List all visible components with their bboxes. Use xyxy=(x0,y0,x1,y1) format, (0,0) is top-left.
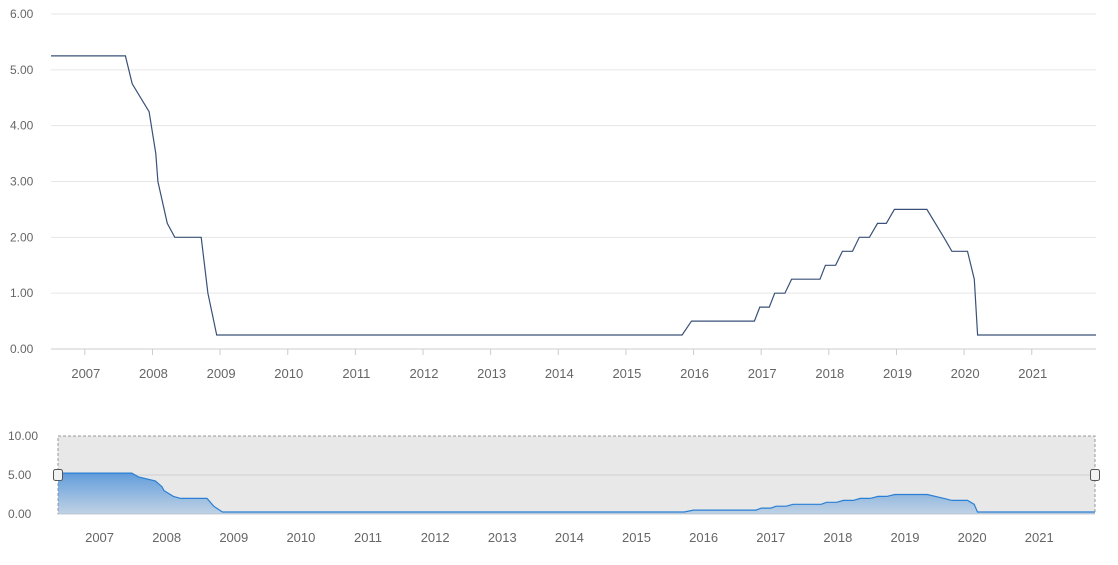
navigator-x-tick-label: 2011 xyxy=(354,530,382,545)
main-y-axis-ticks: 0.00 1.00 2.00 3.00 4.00 5.00 6.00 xyxy=(10,7,34,356)
main-x-tick-label: 2014 xyxy=(545,366,574,381)
navigator-right-handle[interactable] xyxy=(1090,469,1100,481)
series-line xyxy=(51,55,1096,336)
main-y-tick-label: 6.00 xyxy=(10,7,34,21)
main-x-tick-label: 2012 xyxy=(410,366,439,381)
main-y-tick-label: 3.00 xyxy=(10,175,34,189)
navigator-y-tick-label: 10.00 xyxy=(8,429,38,443)
main-x-tick-label: 2007 xyxy=(71,366,100,381)
main-y-tick-label: 2.00 xyxy=(10,230,34,244)
navigator-x-tick-label: 2012 xyxy=(421,530,450,545)
navigator-x-tick-label: 2020 xyxy=(958,530,987,545)
main-x-tick-label: 2015 xyxy=(612,366,641,381)
main-x-tick-label: 2019 xyxy=(883,366,912,381)
navigator-left-handle[interactable] xyxy=(53,469,63,481)
navigator-x-tick-label: 2014 xyxy=(555,530,584,545)
navigator-x-tick-label: 2016 xyxy=(689,530,718,545)
navigator-x-tick-label: 2013 xyxy=(488,530,517,545)
navigator-x-tick-label: 2015 xyxy=(622,530,651,545)
main-x-tick-label: 2008 xyxy=(139,366,168,381)
main-x-tick-label: 2016 xyxy=(680,366,709,381)
navigator-y-tick-label: 0.00 xyxy=(8,507,32,521)
main-y-tick-label: 1.00 xyxy=(10,286,34,300)
main-x-tick-label: 2017 xyxy=(748,366,777,381)
main-y-tick-label: 4.00 xyxy=(10,119,34,133)
main-x-tick-label: 2011 xyxy=(342,366,370,381)
main-gridlines xyxy=(51,13,1096,350)
navigator-x-tick-label: 2021 xyxy=(1025,530,1054,545)
navigator-x-tick-label: 2018 xyxy=(823,530,852,545)
navigator-x-tick-label: 2019 xyxy=(891,530,920,545)
main-x-axis-ticks: 2007 2008 2009 2010 2011 2012 2013 2014 2015 2016… xyxy=(71,349,1047,381)
main-x-tick-label: 2013 xyxy=(477,366,506,381)
navigator-line xyxy=(58,472,1095,513)
main-x-tick-label: 2009 xyxy=(207,366,236,381)
navigator-y-axis-ticks: 0.00 5.00 10.00 xyxy=(8,429,38,521)
main-y-tick-label: 5.00 xyxy=(10,63,34,77)
navigator-x-tick-label: 2009 xyxy=(219,530,248,545)
navigator-x-tick-label: 2017 xyxy=(756,530,785,545)
navigator-y-tick-label: 5.00 xyxy=(8,468,32,482)
main-x-tick-label: 2021 xyxy=(1018,366,1047,381)
main-x-tick-label: 2010 xyxy=(274,366,303,381)
navigator-area xyxy=(58,473,1095,514)
main-y-tick-label: 0.00 xyxy=(10,342,34,356)
main-x-tick-label: 2020 xyxy=(951,366,980,381)
navigator-x-axis-ticks: 2007 2008 2009 2010 2011 2012 2013 2014 2015 2016… xyxy=(85,530,1054,545)
navigator-x-tick-label: 2007 xyxy=(85,530,114,545)
navigator-x-tick-label: 2010 xyxy=(286,530,315,545)
main-x-tick-label: 2018 xyxy=(815,366,844,381)
navigator-x-tick-label: 2008 xyxy=(152,530,181,545)
